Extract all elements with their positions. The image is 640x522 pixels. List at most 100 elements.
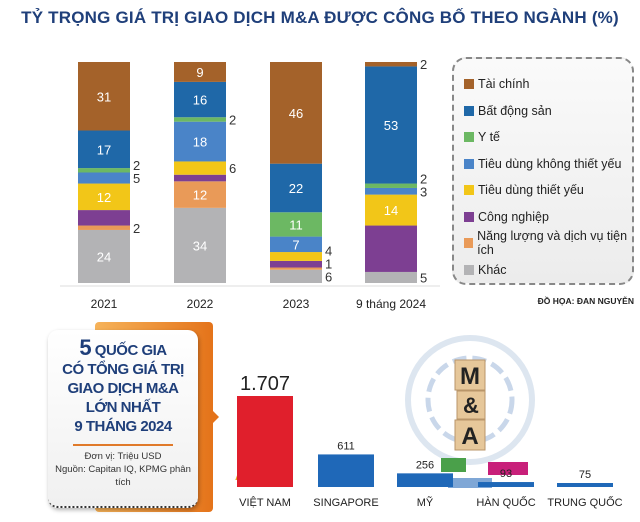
legend-label: Tiêu dùng không thiết yếu [478, 156, 622, 171]
segment-label: 6 [325, 269, 332, 284]
pointer-arrow [210, 408, 219, 426]
segment-label: 34 [193, 238, 207, 253]
legend-label: Công nghiệp [478, 209, 549, 224]
bar-segment [174, 62, 226, 82]
legend-item: Tiêu dùng không thiết yếu [464, 151, 632, 178]
bar-segment [270, 269, 322, 283]
value-label: 1.707 [240, 373, 290, 395]
x-tick-label: 2021 [91, 297, 118, 311]
bar-segment [174, 81, 226, 118]
segment-label: 24 [97, 249, 111, 264]
infobox-line4: LỚN NHẤT [85, 399, 161, 416]
segment-label: 6 [229, 161, 236, 176]
segment-label: 4 [325, 243, 332, 258]
value-label: 75 [579, 469, 591, 481]
infobox-line2: CÓ TỔNG GIÁ TRỊ [62, 361, 184, 378]
segment-label: 17 [97, 142, 111, 157]
ampersand-block: & [456, 390, 486, 420]
country-label: SINGAPORE [313, 497, 378, 509]
bar-segment [174, 207, 226, 283]
bar-segment [78, 168, 130, 173]
bar-segment [365, 183, 417, 188]
segment-label: 2 [420, 57, 427, 72]
bar-segment [365, 225, 417, 272]
infobox: 5 QUỐC GIA CÓ TỔNG GIÁ TRỊ GIAO DỊCH M&A… [48, 330, 198, 508]
segment-label: 11 [289, 217, 303, 232]
bar-segment [270, 163, 322, 213]
source-note: Nguồn: Capitan IQ, KPMG phân tích [55, 464, 191, 488]
infobox-line1: QUỐC GIA [91, 342, 167, 359]
x-tick-label: 2023 [283, 297, 310, 311]
bar-segment [78, 62, 130, 131]
segment-label: 2 [133, 158, 140, 173]
bar-segment [78, 172, 130, 184]
segment-label: 12 [97, 190, 111, 205]
bar-segment [174, 121, 226, 162]
legend-item: Bất động sản [464, 98, 632, 125]
legend-swatch [464, 79, 474, 90]
bar-segment [270, 62, 322, 164]
bar-segment [365, 66, 417, 184]
legend-item: Khác [464, 257, 632, 284]
bar-segment [365, 271, 417, 283]
country-bar [478, 482, 534, 487]
legend-swatch [464, 264, 474, 275]
country-label: VIỆT NAM [239, 496, 291, 509]
legend-item: Tiêu dùng thiết yếu [464, 177, 632, 204]
legend-swatch [464, 238, 474, 249]
bar-segment [365, 194, 417, 226]
chart-title: TỶ TRỌNG GIÁ TRỊ GIAO DỊCH M&A ĐƯỢC CÔNG… [21, 8, 619, 27]
legend-label: Tiêu dùng thiết yếu [478, 183, 584, 198]
segment-label: 2 [420, 171, 427, 186]
unit-note: Đơn vị: Triệu USD [84, 451, 162, 462]
bar-segment [270, 260, 322, 268]
logo-letter-m: M [460, 363, 480, 390]
segment-label: 12 [193, 188, 207, 203]
legend-swatch [464, 132, 474, 143]
segment-label: 16 [193, 93, 207, 108]
bar-segment [365, 187, 417, 195]
logo-letter-a: A [461, 423, 478, 450]
x-tick-label: 9 tháng 2024 [356, 297, 426, 311]
legend: Tài chính Bất động sản Y tế Tiêu dùng không… [452, 57, 634, 285]
country-label: HÀN QUỐC [476, 495, 535, 509]
value-label: 256 [416, 459, 434, 471]
ma-logo: M & A [235, 335, 535, 488]
country-bar [318, 454, 374, 487]
segment-label: 3 [420, 184, 427, 199]
bar-segment [174, 174, 226, 182]
infobox-number: 5 [79, 335, 92, 360]
divider [73, 444, 173, 446]
segment-label: 14 [384, 203, 398, 218]
segment-label: 7 [292, 237, 299, 252]
m-block: M [454, 359, 486, 391]
segment-label: 9 [196, 65, 203, 80]
bar-segment [78, 183, 130, 211]
logo-letter-ampersand: & [463, 393, 479, 418]
value-label: 93 [500, 468, 512, 480]
legend-item: Y tế [464, 124, 632, 151]
bar-segment [78, 130, 130, 169]
segment-label: 2 [133, 221, 140, 236]
segment-label: 22 [289, 181, 303, 196]
a-block: A [454, 419, 486, 451]
bar-segment [270, 212, 322, 237]
bar-segment [174, 117, 226, 122]
legend-swatch [464, 158, 474, 169]
bar-segment [270, 236, 322, 253]
bar-segment [78, 225, 130, 230]
segment-label: 46 [289, 106, 303, 121]
segment-label: 1 [325, 256, 332, 271]
legend-label: Bất động sản [478, 103, 552, 118]
bar-segment [270, 252, 322, 261]
country-label: TRUNG QUỐC [547, 495, 622, 509]
infobox-line5: 9 THÁNG 2024 [74, 418, 172, 435]
bar-segment [174, 161, 226, 175]
bar-segment [78, 229, 130, 283]
x-tick-label: 2022 [187, 297, 214, 311]
country-bar [557, 483, 613, 487]
segment-label: 5 [133, 171, 140, 186]
bar-segment [365, 62, 417, 67]
legend-swatch [464, 105, 474, 116]
segment-label: 18 [193, 135, 207, 150]
